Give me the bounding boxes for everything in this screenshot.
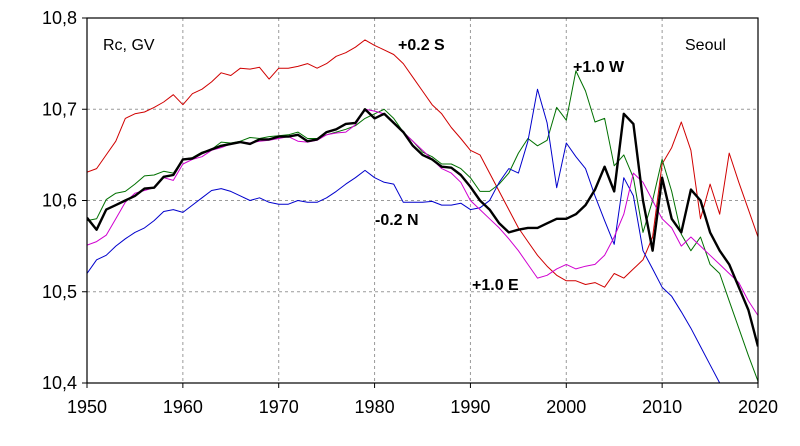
y-tick-label: 10,6 [42, 191, 77, 211]
x-tick-label: 2000 [546, 397, 586, 417]
x-tick-label: 1950 [67, 397, 107, 417]
series-lines [87, 39, 758, 383]
x-tick-label: 1980 [355, 397, 395, 417]
series-line-e [87, 108, 758, 316]
series-line-main [87, 108, 758, 347]
series-label-n: -0.2 N [375, 212, 419, 229]
annotations: Rc, GV Seoul +0.2 S +1.0 W -0.2 N +1.0 E [103, 37, 726, 294]
y-tick-label: 10,8 [42, 8, 77, 28]
y-tick-label: 10,7 [42, 99, 77, 119]
series-line-s [87, 39, 758, 288]
series-label-e: +1.0 E [472, 277, 519, 294]
series-label-w: +1.0 W [573, 59, 625, 76]
series-line-n [87, 88, 721, 383]
y-tick-label: 10,4 [42, 373, 77, 393]
y-tick-label: 10,5 [42, 282, 77, 302]
x-tick-label: 1970 [259, 397, 299, 417]
x-tick-label: 1960 [163, 397, 203, 417]
series-label-s: +0.2 S [398, 37, 445, 54]
units-label: Rc, GV [103, 37, 155, 54]
x-tick-label: 2010 [642, 397, 682, 417]
x-tick-label: 2020 [738, 397, 778, 417]
series-line-w [87, 70, 758, 382]
x-tick-label: 1990 [450, 397, 490, 417]
ticks: 1950 1960 1970 1980 1990 2000 2010 2020 10,4 10,5… [42, 8, 778, 417]
location-label: Seoul [685, 37, 726, 54]
